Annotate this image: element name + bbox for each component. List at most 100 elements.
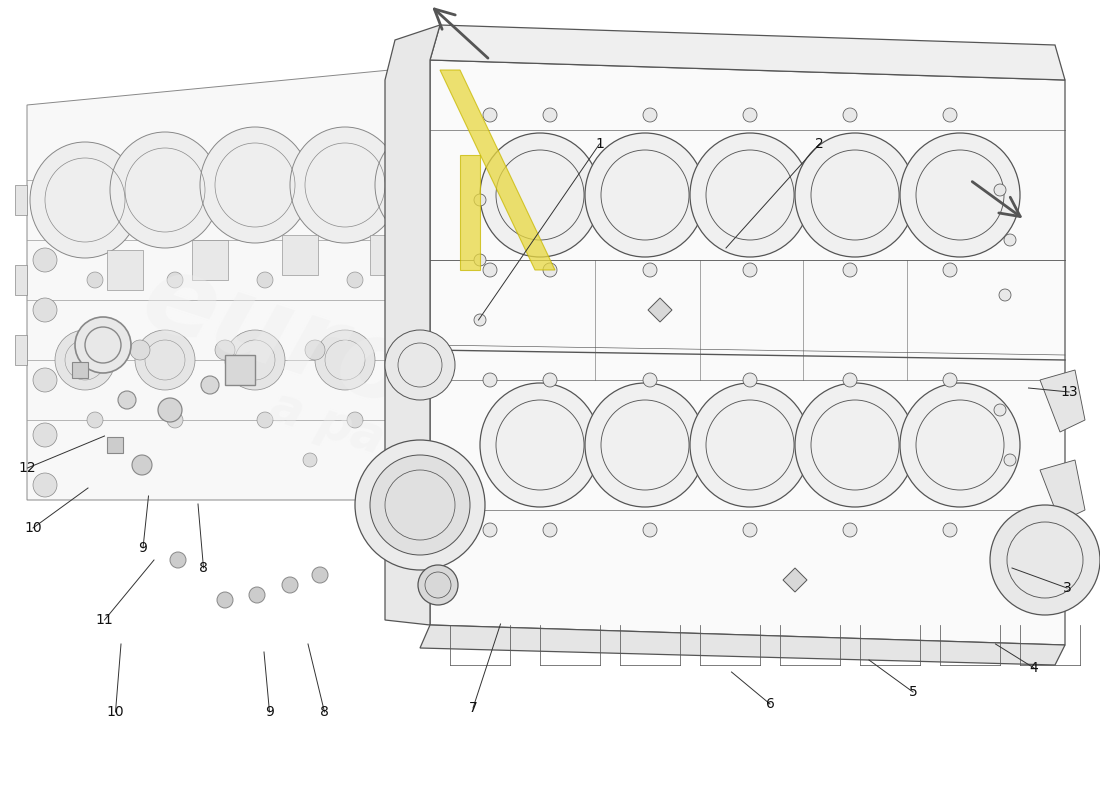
Circle shape [843,373,857,387]
Circle shape [543,263,557,277]
Circle shape [282,577,298,593]
Circle shape [1004,454,1016,466]
Circle shape [305,340,324,360]
Ellipse shape [110,132,220,248]
Circle shape [943,108,957,122]
Circle shape [346,272,363,288]
Circle shape [385,330,455,400]
Circle shape [257,272,273,288]
Circle shape [167,272,183,288]
Ellipse shape [290,127,400,243]
Polygon shape [385,25,440,625]
Polygon shape [15,265,28,295]
Polygon shape [15,335,28,365]
Circle shape [418,565,458,605]
Polygon shape [460,155,480,270]
Circle shape [644,108,657,122]
Circle shape [170,552,186,568]
Circle shape [1004,234,1016,246]
Circle shape [201,376,219,394]
Circle shape [87,272,103,288]
Circle shape [943,263,957,277]
Polygon shape [15,185,28,215]
Polygon shape [390,70,510,120]
Ellipse shape [30,142,140,258]
Ellipse shape [480,133,600,257]
Circle shape [994,404,1006,416]
Polygon shape [430,25,1065,80]
Circle shape [355,440,485,570]
Circle shape [990,505,1100,615]
Polygon shape [648,298,672,322]
Circle shape [346,412,363,428]
Circle shape [483,523,497,537]
Circle shape [742,263,757,277]
Text: 4: 4 [1030,661,1038,675]
Ellipse shape [200,127,310,243]
Ellipse shape [690,133,810,257]
Polygon shape [1040,370,1085,432]
Polygon shape [430,60,1065,645]
Ellipse shape [795,383,915,507]
Circle shape [167,412,183,428]
Circle shape [644,523,657,537]
Circle shape [33,248,57,272]
Text: 9: 9 [139,541,147,555]
Circle shape [742,523,757,537]
Polygon shape [72,362,88,378]
Text: 85: 85 [734,166,926,314]
Text: 9: 9 [265,705,274,719]
Ellipse shape [900,133,1020,257]
Circle shape [742,373,757,387]
Text: 8: 8 [320,705,329,719]
Text: 7: 7 [469,701,477,715]
Circle shape [249,587,265,603]
Polygon shape [192,240,228,280]
Polygon shape [282,235,318,275]
Circle shape [843,523,857,537]
Polygon shape [440,70,556,270]
Polygon shape [107,250,143,290]
Circle shape [843,108,857,122]
Text: 10: 10 [107,705,124,719]
Circle shape [994,184,1006,196]
Ellipse shape [480,383,600,507]
Circle shape [452,372,468,388]
Circle shape [370,455,470,555]
Polygon shape [370,235,406,275]
Ellipse shape [585,383,705,507]
Circle shape [483,263,497,277]
Circle shape [315,330,375,390]
Circle shape [130,340,150,360]
Ellipse shape [375,127,485,243]
Circle shape [999,289,1011,301]
Circle shape [118,391,136,409]
Polygon shape [28,70,490,500]
Circle shape [483,108,497,122]
Circle shape [644,373,657,387]
Circle shape [135,330,195,390]
Text: 12: 12 [19,461,36,475]
Circle shape [217,592,233,608]
Circle shape [158,398,182,422]
Text: 10: 10 [24,521,42,535]
Text: 6: 6 [766,697,774,711]
Polygon shape [783,568,807,592]
Circle shape [474,194,486,206]
Circle shape [943,523,957,537]
Circle shape [33,368,57,392]
Circle shape [474,314,486,326]
Circle shape [474,254,486,266]
Circle shape [302,453,317,467]
Text: 3: 3 [1063,581,1071,595]
Polygon shape [490,90,510,520]
Polygon shape [226,355,255,385]
Circle shape [55,330,116,390]
Circle shape [75,317,131,373]
Circle shape [214,340,235,360]
Circle shape [644,263,657,277]
Circle shape [400,330,460,390]
Text: europes: europes [129,243,631,497]
Circle shape [543,108,557,122]
Circle shape [312,567,328,583]
